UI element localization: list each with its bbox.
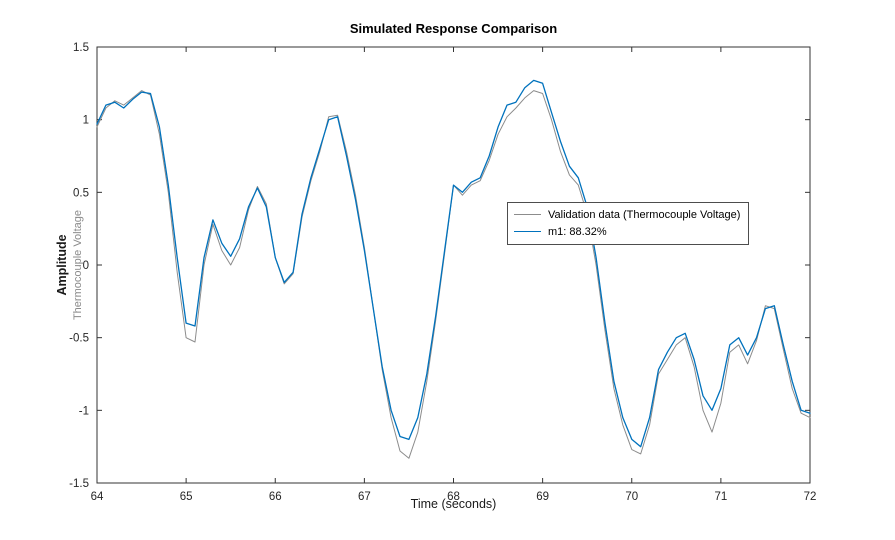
svg-text:65: 65 <box>180 491 193 503</box>
svg-text:70: 70 <box>625 491 638 503</box>
svg-text:1.5: 1.5 <box>73 42 89 54</box>
svg-text:71: 71 <box>714 491 727 503</box>
svg-text:1: 1 <box>83 115 89 127</box>
svg-text:-1.5: -1.5 <box>69 478 89 490</box>
legend-label-m1: m1: 88.32% <box>548 225 607 238</box>
x-axis-label: Time (seconds) <box>410 497 497 511</box>
legend-line-sample-m1 <box>514 230 541 233</box>
svg-text:68: 68 <box>447 491 460 503</box>
svg-text:66: 66 <box>269 491 282 503</box>
svg-text:0: 0 <box>83 260 89 272</box>
legend-entry-validation: Validation data (Thermocouple Voltage) <box>514 206 740 223</box>
svg-text:-0.5: -0.5 <box>69 333 89 345</box>
legend-label-validation: Validation data (Thermocouple Voltage) <box>548 208 741 221</box>
plot-title: Simulated Response Comparison <box>349 21 558 36</box>
svg-text:72: 72 <box>804 491 817 503</box>
y-axis-label-amplitude: Amplitude <box>55 234 69 296</box>
svg-text:0.5: 0.5 <box>73 187 89 199</box>
svg-text:-1: -1 <box>79 405 89 417</box>
y-axis-label-channel: Thermocouple Voltage <box>72 209 84 321</box>
svg-text:67: 67 <box>358 491 371 503</box>
legend[interactable]: Validation data (Thermocouple Voltage) m… <box>507 202 750 245</box>
svg-text:69: 69 <box>536 491 549 503</box>
legend-entry-m1: m1: 88.32% <box>514 223 740 240</box>
legend-line-sample-validation <box>514 213 541 216</box>
svg-text:64: 64 <box>91 491 104 503</box>
